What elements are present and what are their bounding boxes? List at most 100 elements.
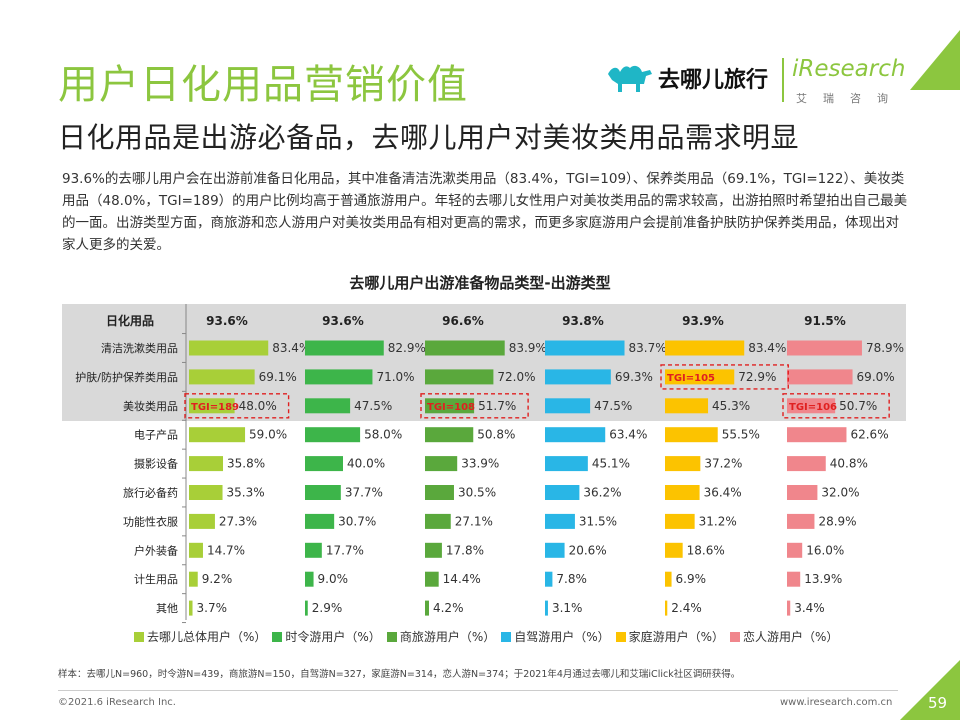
bar bbox=[189, 542, 203, 558]
value-label: 58.0% bbox=[364, 428, 402, 442]
bar bbox=[305, 398, 351, 414]
bar bbox=[189, 456, 224, 472]
value-label: 63.4% bbox=[609, 428, 647, 442]
bar bbox=[545, 600, 548, 616]
value-label: 20.6% bbox=[569, 543, 607, 557]
bar bbox=[665, 340, 745, 356]
value-label: 4.2% bbox=[433, 601, 464, 615]
value-label: 9.0% bbox=[318, 572, 349, 586]
value-label: 36.2% bbox=[583, 486, 621, 500]
category-label: 清洁洗漱类用品 bbox=[101, 341, 178, 355]
category-label: 摄影设备 bbox=[134, 457, 178, 471]
iresearch-logo-cn: 艾瑞咨询 bbox=[796, 92, 904, 105]
bar bbox=[665, 542, 683, 558]
value-label: 69.3% bbox=[615, 370, 653, 384]
bar bbox=[305, 542, 322, 558]
bar bbox=[425, 571, 439, 587]
legend-item: 家庭游用户（%） bbox=[615, 628, 725, 645]
bar bbox=[189, 513, 215, 529]
bar bbox=[665, 600, 668, 616]
value-label: 27.3% bbox=[219, 514, 257, 528]
page-subtitle: 日化用品是出游必备品，去哪儿用户对美妆类用品需求明显 bbox=[58, 121, 800, 154]
value-label: 59.0% bbox=[249, 428, 287, 442]
bar bbox=[787, 600, 791, 616]
header-value: 93.6% bbox=[322, 314, 364, 328]
header-value: 91.5% bbox=[804, 314, 846, 328]
bar bbox=[665, 427, 718, 443]
value-label: 13.9% bbox=[804, 572, 842, 586]
bar bbox=[189, 398, 235, 414]
bar bbox=[545, 340, 625, 356]
bar bbox=[305, 513, 335, 529]
bar bbox=[189, 600, 193, 616]
legend-item: 自驾游用户（%） bbox=[501, 628, 610, 645]
value-label: 83.4% bbox=[748, 341, 786, 355]
legend-item: 去哪儿总体用户（%） bbox=[134, 628, 266, 645]
bar bbox=[787, 571, 801, 587]
bar bbox=[787, 542, 803, 558]
value-label: 83.7% bbox=[629, 341, 667, 355]
value-label: 37.2% bbox=[704, 457, 742, 471]
value-label: 31.5% bbox=[579, 514, 617, 528]
bar bbox=[425, 513, 451, 529]
value-label: 50.8% bbox=[477, 428, 515, 442]
legend-item: 时令游用户（%） bbox=[272, 628, 381, 645]
bar bbox=[545, 513, 575, 529]
legend-swatch bbox=[134, 632, 144, 642]
legend-swatch bbox=[386, 632, 397, 642]
corner-decoration-top bbox=[910, 30, 960, 90]
value-label: 30.5% bbox=[458, 486, 496, 500]
bar bbox=[425, 485, 454, 500]
legend-label: 家庭游用户（%） bbox=[628, 630, 725, 644]
legend-label: 去哪儿总体用户（%） bbox=[147, 630, 267, 644]
value-label: 36.4% bbox=[704, 486, 742, 500]
legend-item: 恋人游用户（%） bbox=[730, 628, 838, 645]
bar bbox=[189, 340, 269, 356]
bar bbox=[665, 485, 700, 500]
bar bbox=[189, 485, 223, 500]
tgi-annotation: TGI=108 bbox=[427, 402, 475, 413]
value-label: 14.4% bbox=[443, 572, 481, 586]
bar bbox=[665, 571, 672, 587]
value-label: 45.1% bbox=[592, 457, 630, 471]
value-label: 28.9% bbox=[818, 514, 856, 528]
value-label: 45.3% bbox=[712, 399, 750, 413]
category-label: 护肤/防护保养类用品 bbox=[75, 370, 178, 384]
tgi-highlight-box bbox=[420, 393, 529, 419]
bar bbox=[787, 513, 815, 529]
value-label: 27.1% bbox=[455, 514, 493, 528]
value-label: 83.9% bbox=[509, 341, 547, 355]
bar bbox=[665, 456, 701, 472]
bar bbox=[425, 398, 475, 414]
bar bbox=[189, 427, 246, 443]
value-label: 18.6% bbox=[687, 543, 725, 557]
value-label: 32.0% bbox=[821, 486, 859, 500]
header-value: 93.8% bbox=[562, 314, 604, 328]
copyright: ©2021.6 iResearch Inc. bbox=[58, 697, 176, 708]
bar bbox=[425, 600, 429, 616]
bar bbox=[545, 369, 611, 385]
qunar-logo: 去哪儿旅行 bbox=[606, 56, 802, 100]
value-label: 72.0% bbox=[497, 370, 535, 384]
tgi-highlight-box bbox=[782, 393, 890, 419]
value-label: 50.7% bbox=[839, 399, 877, 413]
chart-legend: 去哪儿总体用户（%） 时令游用户（%） 商旅游用户（%） 自驾游用户（%） 家庭游用户（… bbox=[134, 628, 844, 646]
value-label: 48.0% bbox=[239, 399, 277, 413]
legend-swatch bbox=[615, 632, 626, 642]
bar bbox=[787, 340, 862, 356]
bar bbox=[787, 398, 836, 414]
value-label: 3.1% bbox=[552, 601, 583, 615]
category-label: 美妆类用品 bbox=[123, 399, 178, 413]
legend-swatch bbox=[501, 632, 512, 642]
value-label: 17.7% bbox=[326, 543, 364, 557]
value-label: 31.2% bbox=[699, 514, 737, 528]
header-value: 96.6% bbox=[442, 314, 484, 328]
tgi-annotation: TGI=189 bbox=[191, 402, 239, 413]
bar bbox=[787, 427, 847, 443]
corner-decoration-bottom bbox=[900, 660, 960, 720]
page-title: 用户日化用品营销价值 bbox=[58, 62, 468, 108]
website-link[interactable]: www.iresearch.com.cn bbox=[780, 697, 893, 708]
value-label: 6.9% bbox=[676, 572, 707, 586]
bar bbox=[425, 427, 474, 443]
iresearch-logo: iResearch bbox=[792, 56, 906, 82]
